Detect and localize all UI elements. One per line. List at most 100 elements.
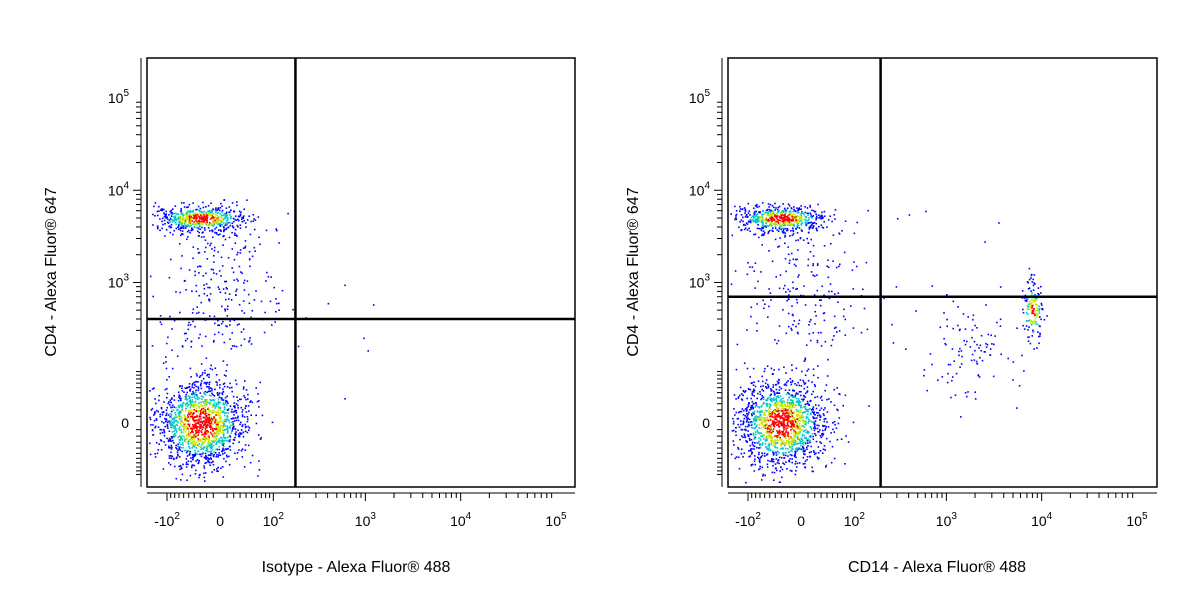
- event-point: [976, 363, 978, 365]
- event-point: [965, 392, 967, 394]
- event-point: [185, 227, 187, 229]
- event-point: [755, 233, 757, 235]
- y-axis-label-left: CD4 - Alexa Fluor® 647: [43, 187, 60, 356]
- event-point: [780, 399, 782, 401]
- event-point: [841, 230, 843, 232]
- event-point: [223, 436, 225, 438]
- event-point: [180, 218, 182, 220]
- event-point: [202, 202, 204, 204]
- event-point: [806, 391, 808, 393]
- event-point: [183, 432, 185, 434]
- event-point: [229, 293, 231, 295]
- event-point: [772, 211, 774, 213]
- event-point: [808, 369, 810, 371]
- event-point: [1041, 304, 1043, 306]
- event-point: [746, 222, 748, 224]
- event-point: [967, 316, 969, 318]
- event-point: [203, 402, 205, 404]
- event-point: [225, 299, 227, 301]
- event-point: [813, 245, 815, 247]
- event-point: [201, 212, 203, 214]
- event-point: [832, 422, 834, 424]
- event-point: [772, 431, 774, 433]
- event-point: [191, 397, 193, 399]
- event-point: [200, 223, 202, 225]
- event-point: [237, 252, 239, 254]
- event-point: [205, 273, 207, 275]
- event-point: [195, 460, 197, 462]
- event-point: [171, 447, 173, 449]
- event-point: [262, 415, 264, 417]
- event-point: [1027, 298, 1029, 300]
- event-point: [191, 467, 193, 469]
- event-point: [747, 229, 749, 231]
- event-point: [184, 280, 186, 282]
- event-point: [171, 420, 173, 422]
- event-point: [808, 380, 810, 382]
- event-point: [1029, 279, 1031, 281]
- event-point: [1033, 289, 1035, 291]
- event-point: [806, 459, 808, 461]
- event-point: [744, 391, 746, 393]
- event-point: [800, 238, 802, 240]
- event-point: [810, 414, 812, 416]
- event-point: [959, 366, 961, 368]
- event-point: [767, 405, 769, 407]
- event-point: [243, 328, 245, 330]
- event-point: [186, 428, 188, 430]
- event-point: [221, 212, 223, 214]
- event-point: [215, 214, 217, 216]
- event-point: [216, 374, 218, 376]
- event-point: [770, 400, 772, 402]
- event-point: [950, 364, 952, 366]
- event-point: [200, 445, 202, 447]
- event-point: [209, 222, 211, 224]
- event-point: [772, 386, 774, 388]
- event-point: [816, 408, 818, 410]
- event-point: [152, 424, 154, 426]
- event-point: [197, 381, 199, 383]
- event-point: [222, 432, 224, 434]
- event-point: [747, 441, 749, 443]
- event-point: [209, 287, 211, 289]
- event-point: [837, 439, 839, 441]
- event-point: [1022, 309, 1024, 311]
- event-point: [779, 481, 781, 483]
- event-point: [232, 223, 234, 225]
- event-point: [180, 422, 182, 424]
- event-point: [197, 397, 199, 399]
- event-point: [162, 432, 164, 434]
- event-point: [224, 407, 226, 409]
- event-point: [759, 432, 761, 434]
- event-point: [270, 301, 272, 303]
- event-point: [804, 216, 806, 218]
- event-point: [788, 313, 790, 315]
- event-point: [214, 323, 216, 325]
- event-point: [817, 365, 819, 367]
- event-point: [789, 407, 791, 409]
- event-point: [260, 382, 262, 384]
- event-point: [239, 399, 241, 401]
- event-point: [1035, 317, 1037, 319]
- event-point: [775, 223, 777, 225]
- event-point: [181, 385, 183, 387]
- event-point: [757, 281, 759, 283]
- event-point: [213, 434, 215, 436]
- event-point: [231, 332, 233, 334]
- event-point: [216, 468, 218, 470]
- event-point: [790, 223, 792, 225]
- event-point: [771, 412, 773, 414]
- event-point: [206, 462, 208, 464]
- event-point: [212, 413, 214, 415]
- event-point: [210, 432, 212, 434]
- event-point: [210, 442, 212, 444]
- event-point: [234, 259, 236, 261]
- event-point: [774, 443, 776, 445]
- event-point: [181, 233, 183, 235]
- event-point: [757, 216, 759, 218]
- event-point: [787, 422, 789, 424]
- event-point: [930, 353, 932, 355]
- event-point: [1019, 385, 1021, 387]
- event-point: [160, 209, 162, 211]
- event-point: [757, 206, 759, 208]
